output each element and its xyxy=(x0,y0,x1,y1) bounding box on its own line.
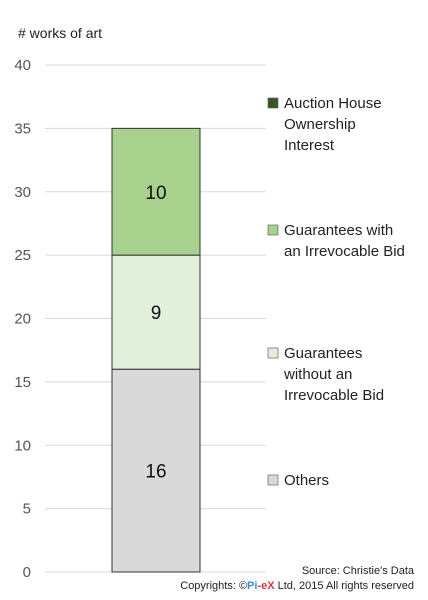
bar-segment-2 xyxy=(111,127,201,256)
bar-segment-1 xyxy=(111,254,201,370)
brand-name-part1: Pi xyxy=(247,580,258,592)
y-tick-label-10: 10 xyxy=(14,437,31,454)
legend-label-3-0: Others xyxy=(284,472,329,489)
legend-swatch-0 xyxy=(267,97,279,109)
y-tick-label-25: 25 xyxy=(14,247,31,264)
data-label-0: 16 xyxy=(145,462,166,483)
y-tick-label-20: 20 xyxy=(14,311,31,328)
brand-name-part2: -eX xyxy=(257,580,275,592)
legend-swatch-1 xyxy=(267,224,279,236)
legend-label-1-0: Guarantees with xyxy=(284,222,393,239)
copyright-credit: Copyrights: ©Pi-eX Ltd, 2015 All rights … xyxy=(180,580,414,592)
y-tick-label-30: 30 xyxy=(14,184,31,201)
legend-label-0-1: Ownership xyxy=(284,116,356,133)
y-tick-label-40: 40 xyxy=(14,57,31,74)
source-credit: Source: Christie's Data xyxy=(301,565,414,577)
bar-segment-0 xyxy=(111,368,201,573)
legend-label-2-0: Guarantees xyxy=(284,345,362,362)
y-tick-label-35: 35 xyxy=(14,120,31,137)
legend-label-2-2: Irrevocable Bid xyxy=(284,387,384,404)
y-tick-label-5: 5 xyxy=(23,501,31,518)
y-tick-label-15: 15 xyxy=(14,374,31,391)
y-tick-label-0: 0 xyxy=(23,564,31,581)
data-label-1: 9 xyxy=(151,303,162,324)
legend-label-0-0: Auction House xyxy=(284,95,382,112)
legend-label-1-1: an Irrevocable Bid xyxy=(284,243,405,260)
copyright-prefix: Copyrights: © xyxy=(180,580,248,592)
copyright-suffix: Ltd, 2015 All rights reserved xyxy=(274,580,414,592)
legend-label-0-2: Interest xyxy=(284,137,335,154)
y-axis-label: # works of art xyxy=(18,25,102,41)
legend-swatch-3 xyxy=(267,474,279,486)
data-label-2: 10 xyxy=(145,183,166,204)
legend-swatch-2 xyxy=(267,347,279,359)
legend-label-2-1: without an xyxy=(283,366,352,383)
